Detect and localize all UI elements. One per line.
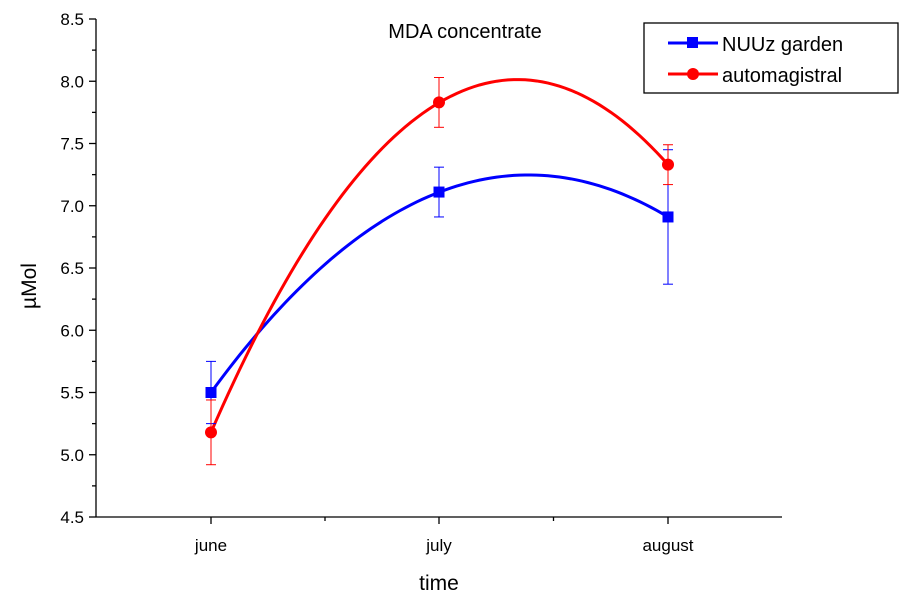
legend-label-series-0: NUUz garden — [722, 34, 843, 56]
series-line-1 — [209, 78, 670, 433]
y-tick-label: 6.0 — [60, 321, 84, 340]
legend: NUUz garden automagistral — [643, 22, 899, 94]
legend-label-series-1: automagistral — [722, 65, 842, 87]
data-point-square — [205, 387, 217, 398]
y-tick-label: 4.5 — [60, 508, 84, 527]
data-point-circle — [433, 96, 445, 109]
y-tick-label: 8.0 — [60, 72, 84, 91]
data-point-circle — [662, 158, 674, 171]
legend-marker-series-0 — [687, 37, 698, 48]
x-axis-label: time — [419, 572, 459, 595]
y-tick-label: 8.5 — [60, 10, 84, 29]
chart-title: MDA concentrate — [388, 21, 541, 43]
x-tick-label: june — [194, 536, 227, 555]
legend-box — [643, 22, 899, 94]
y-tick-label: 7.5 — [60, 135, 84, 154]
y-axis-label: µMol — [18, 263, 41, 309]
error-bars — [206, 77, 673, 466]
x-axis-ticks: june july august — [194, 517, 694, 555]
data-markers — [205, 96, 674, 439]
y-axis-ticks: 4.5 5.0 5.5 6.0 6.5 7.0 7.5 8.0 8.5 — [60, 10, 96, 527]
series-curves — [209, 78, 670, 433]
y-tick-label: 5.5 — [60, 384, 84, 403]
y-tick-label: 7.0 — [60, 197, 84, 216]
y-tick-label: 5.0 — [60, 446, 84, 465]
data-point-circle — [205, 426, 217, 439]
x-tick-label: july — [425, 536, 452, 555]
y-tick-label: 6.5 — [60, 259, 84, 278]
legend-marker-series-1 — [687, 68, 699, 80]
x-tick-label: august — [642, 536, 693, 555]
data-point-square — [662, 211, 674, 223]
data-point-square — [433, 186, 445, 198]
